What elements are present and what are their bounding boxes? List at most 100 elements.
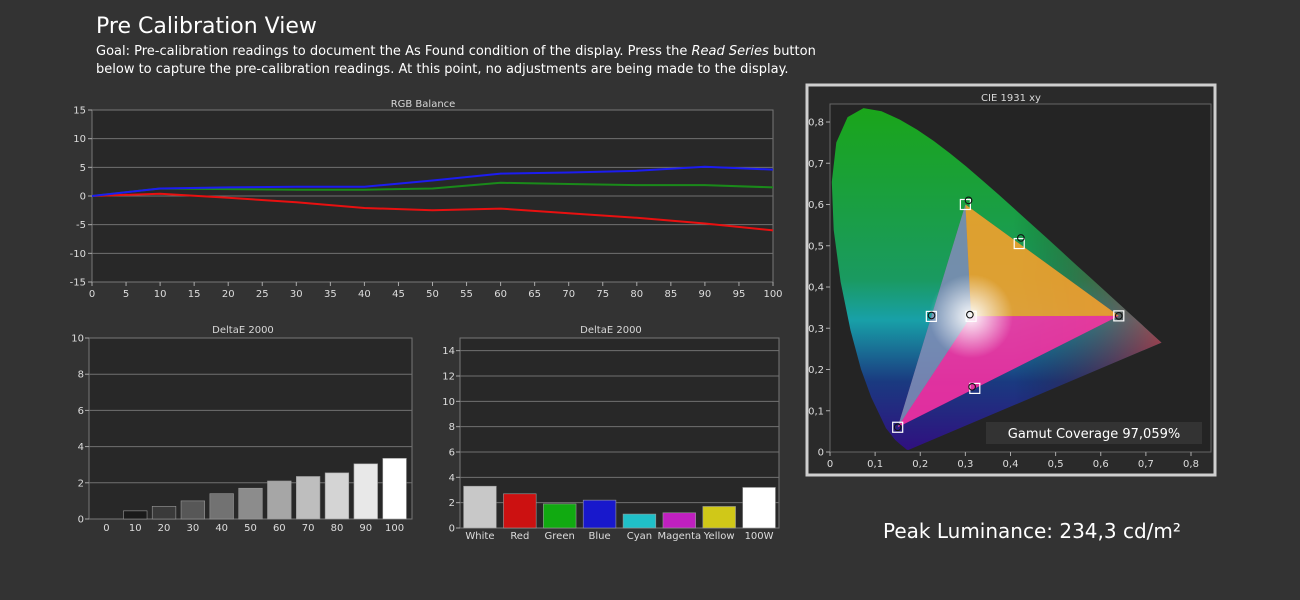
cie-xtick-label: 0,8	[1183, 459, 1199, 470]
deltae-grayscale-xtick-label: 20	[158, 523, 171, 534]
deltae-color-bar	[543, 503, 577, 529]
cie-xtick-label: 0,5	[1048, 459, 1064, 470]
cie-ytick-label: 0,3	[808, 324, 824, 335]
rgb-xtick-label: 80	[630, 289, 643, 300]
cie-1931-chart: CIE 1931 xy 0 0,1 0,2 0,3 0,4 0,5 0,6 0,7 0,8 0 0…	[805, 83, 1217, 477]
rgb-xtick-label: 100	[763, 289, 782, 300]
cie-xtick-label: 0,7	[1138, 459, 1154, 470]
deltae-color-bar	[463, 485, 497, 529]
deltae-color-xtick-label: White	[465, 531, 494, 542]
rgb-xtick-label: 40	[358, 289, 371, 300]
rgb-xtick-label: 30	[290, 289, 303, 300]
cie-ytick-label: 0,4	[808, 283, 824, 294]
deltae-color-xtick-label: Cyan	[627, 531, 652, 542]
gamut-triangle-yellow	[965, 204, 1119, 317]
cie-measured-circle	[1017, 234, 1025, 242]
deltae-color-ytick-label: 14	[442, 346, 455, 357]
cie-xtick-label: 0,3	[957, 459, 973, 470]
cie-ytick-label: 0,8	[808, 118, 824, 129]
cie-ytick-label: 0,2	[808, 365, 824, 376]
deltae-color-xtick-label: Red	[510, 531, 529, 542]
deltae-grayscale-bar	[267, 480, 292, 520]
cie-target-square	[1013, 237, 1025, 250]
rgb-xtick-label: 45	[392, 289, 405, 300]
rgb-xtick-label: 55	[460, 289, 473, 300]
cie-xtick-label: 0,4	[1003, 459, 1019, 470]
deltae-grayscale-ytick-label: 0	[78, 515, 84, 526]
rgb-xtick-label: 25	[256, 289, 269, 300]
deltae-color-ytick-label: 6	[449, 448, 455, 459]
deltae-grayscale-xtick-label: 90	[359, 523, 372, 534]
deltae-grayscale-bar	[296, 476, 321, 520]
cie-xtick-label: 0,2	[912, 459, 928, 470]
deltae-grayscale-xtick-label: 10	[129, 523, 142, 534]
deltae-grayscale-bar	[151, 506, 177, 520]
cie-measured-circle	[927, 311, 936, 320]
cie-ytick-label: 0,6	[808, 200, 824, 211]
rgb-balance-chart: RGB Balance 15 10 50 -5 -10 -15 0 5 10 15 20 25 30 3…	[70, 99, 783, 300]
deltae-grayscale-xtick-label: 80	[331, 523, 344, 534]
peak-luminance: Peak Luminance: 234,3 cd/m²	[883, 519, 1181, 543]
page-title: Pre Calibration View	[96, 14, 317, 39]
deltae-grayscale-ytick-label: 4	[78, 442, 84, 453]
deltae-grayscale-xtick-label: 30	[186, 523, 199, 534]
deltae-grayscale-xtick-label: 60	[273, 523, 286, 534]
cie-title: CIE 1931 xy	[981, 93, 1041, 104]
goal-text-part1: Goal: Pre-calibration readings to docume…	[96, 44, 692, 59]
read-series-emphasis: Read Series	[691, 44, 769, 59]
cie-xtick-label: 0,6	[1093, 459, 1109, 470]
rgb-ytick-label: -5	[76, 220, 86, 231]
deltae-grayscale-xtick-label: 40	[215, 523, 228, 534]
rgb-green-line	[91, 181, 774, 197]
deltae-color-title: DeltaE 2000	[580, 325, 642, 336]
deltae-color-bar	[582, 499, 617, 529]
rgb-xtick-label: 35	[324, 289, 337, 300]
cie-ytick-label: 0	[818, 448, 824, 459]
deltae-grayscale-bar	[324, 472, 350, 520]
cie-target-square	[925, 310, 937, 323]
deltae-color-xtick-label: Magenta	[657, 531, 701, 542]
cie-xtick-label: 0,1	[867, 459, 883, 470]
deltae-grayscale-bar	[382, 458, 407, 520]
cie-ytick-label: 0,1	[808, 406, 824, 417]
rgb-xtick-label: 50	[426, 289, 439, 300]
rgb-xtick-label: 20	[222, 289, 235, 300]
rgb-ytick-label: -10	[70, 249, 86, 260]
rgb-xtick-label: 10	[154, 289, 167, 300]
cie-measured-circle	[964, 196, 973, 205]
deltae-color-ytick-label: 12	[442, 372, 455, 383]
goal-text-part2: button below to capture the pre-calibrat…	[96, 44, 816, 77]
rgb-xtick-label: 90	[699, 289, 712, 300]
deltae-color-ytick-label: 2	[449, 498, 455, 509]
rgb-xtick-label: 85	[664, 289, 677, 300]
deltae-grayscale-xtick-label: 100	[385, 523, 404, 534]
gamut-coverage-label: Gamut Coverage 97,059%	[1008, 427, 1180, 442]
deltae-color-chart: DeltaE 2000 0 2 4 6 8 10 12 14 White Red Green Blu…	[442, 325, 780, 542]
rgb-balance-title: RGB Balance	[391, 99, 456, 110]
rgb-xtick-label: 15	[188, 289, 201, 300]
rgb-ytick-label: -15	[70, 278, 86, 289]
rgb-xtick-label: 95	[733, 289, 746, 300]
rgb-xtick-label: 65	[528, 289, 541, 300]
deltae-grayscale-bar	[238, 487, 263, 520]
deltae-color-ytick-label: 8	[449, 422, 455, 433]
cie-measured-circle	[1114, 312, 1123, 320]
deltae-grayscale-xtick-label: 0	[103, 523, 109, 534]
deltae-color-xtick-label: 100W	[745, 531, 774, 542]
deltae-color-bar	[702, 506, 736, 529]
cie-target-square	[969, 382, 981, 394]
rgb-ytick-label: 5	[80, 163, 86, 174]
cie-measured-circle	[966, 310, 974, 319]
gamut-white-glow	[929, 274, 1014, 359]
cie-target-square	[1113, 310, 1125, 322]
deltae-color-xtick-label: Yellow	[703, 531, 735, 542]
deltae-grayscale-bar	[123, 510, 148, 520]
cie-measured-circle	[893, 423, 902, 432]
deltae-grayscale-xtick-label: 70	[302, 523, 315, 534]
cie-xtick-label: 0	[827, 459, 833, 470]
rgb-xtick-label: 60	[494, 289, 507, 300]
rgb-ytick-label: 15	[73, 106, 86, 117]
rgb-ytick-label: 10	[73, 134, 86, 145]
rgb-ytick-label: 0	[80, 192, 86, 203]
deltae-grayscale-ytick-label: 8	[78, 370, 84, 381]
